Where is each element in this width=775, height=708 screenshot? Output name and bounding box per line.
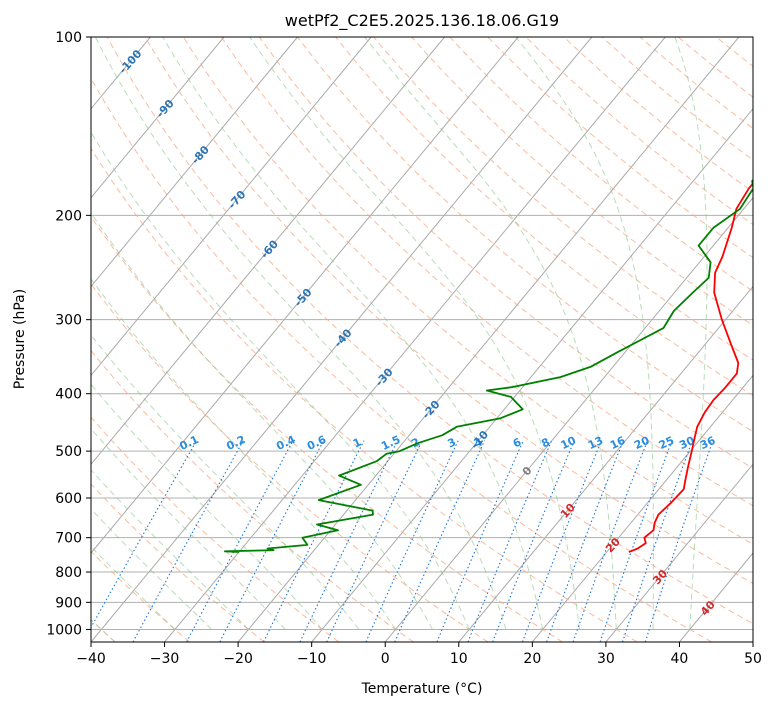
moist-adiabat — [249, 37, 580, 630]
x-tick-label: 0 — [381, 651, 390, 667]
dry-adiabat — [91, 77, 713, 642]
isotherm-line — [91, 37, 593, 642]
y-tick-label: 500 — [55, 444, 82, 460]
dry-adiabat — [563, 37, 753, 193]
x-tick-label: 40 — [671, 651, 689, 667]
isotherm-line — [384, 196, 753, 642]
mixing-ratio-line — [436, 440, 524, 642]
dry-adiabat — [373, 37, 753, 361]
mixing-ratio-label: 20 — [632, 434, 652, 452]
dry-adiabat — [182, 37, 753, 545]
dry-adiabat — [106, 37, 753, 625]
dry-adiabat — [144, 37, 753, 585]
isotherm-line — [605, 463, 753, 642]
isotherm-line — [91, 37, 445, 466]
y-tick-label: 800 — [55, 565, 82, 581]
x-tick-label: −30 — [150, 651, 180, 667]
axis-ticks: −40 −30 −20 −10 0 10 20 30 40 50 100 200 300 400 500 60… — [46, 30, 762, 667]
mixing-ratio-label: 16 — [608, 434, 628, 452]
mixing-ratio-line — [91, 440, 198, 629]
mixing-ratio-line — [263, 440, 365, 642]
dry-adiabat — [297, 37, 753, 433]
mixing-ratio-label: 36 — [698, 434, 718, 452]
isotherm-line — [91, 37, 372, 377]
x-tick-label: −40 — [76, 651, 106, 667]
isotherm-line — [164, 37, 666, 642]
x-tick-label: −20 — [223, 651, 253, 667]
y-tick-label: 400 — [55, 387, 82, 403]
isotherm-line — [531, 374, 753, 642]
mixing-ratio-line — [572, 440, 648, 642]
x-tick-label: 30 — [597, 651, 615, 667]
y-tick-label: 1000 — [46, 622, 82, 638]
moist-adiabat — [94, 37, 507, 630]
dry-adiabat — [335, 37, 753, 397]
mixing-ratio-line — [394, 440, 486, 642]
x-tick-label: −10 — [297, 651, 327, 667]
y-tick-label: 600 — [55, 491, 82, 507]
moist-adiabat — [162, 37, 544, 630]
y-tick-label: 300 — [55, 313, 82, 329]
mixing-ratio-label: 25 — [657, 434, 676, 452]
moist-adiabat — [91, 212, 433, 630]
y-tick-label: 100 — [55, 30, 82, 46]
temperature-profile-line — [628, 181, 753, 553]
dry-adiabat — [258, 37, 753, 469]
isotherm-line — [237, 37, 740, 642]
moist-adiabat — [91, 508, 213, 630]
moist-adiabat — [91, 131, 470, 630]
x-tick-label: 50 — [744, 651, 762, 667]
isotherm-line — [458, 285, 753, 642]
dry-adiabat — [91, 283, 489, 642]
moist-adiabat — [515, 37, 654, 630]
y-tick-label: 700 — [55, 531, 82, 547]
axes-frame — [90, 36, 754, 643]
mixing-ratio-line — [599, 440, 673, 642]
moist-adiabat — [674, 37, 708, 630]
mixing-ratio-line — [365, 440, 459, 642]
isotherm-line — [91, 37, 225, 199]
x-tick-label: 10 — [450, 651, 468, 667]
y-tick-label: 200 — [55, 208, 82, 224]
y-tick-label: 900 — [55, 595, 82, 611]
dry-adiabat — [411, 37, 753, 326]
x-tick-label: 20 — [523, 651, 541, 667]
dry-adiabat — [601, 37, 753, 161]
mixing-ratio-line — [132, 440, 244, 642]
dry-adiabat — [449, 37, 753, 292]
x-axis-label: Temperature (°C) — [361, 681, 483, 697]
dry-adiabat — [91, 483, 265, 642]
chart-title: wetPf2_C2E5.2025.136.18.06.G19 — [285, 11, 559, 31]
y-axis-label: Pressure (hPa) — [12, 289, 28, 389]
moist-adiabat — [91, 427, 286, 630]
mixing-ratio-label: 10 — [559, 434, 579, 452]
dry-adiabat — [91, 416, 340, 642]
moist-adiabat — [364, 37, 617, 630]
mixing-ratio-label: 13 — [586, 434, 605, 452]
moist-adiabat — [91, 469, 249, 630]
dewpoint-profile-line — [224, 178, 753, 553]
isotherm-line — [91, 37, 298, 288]
isotherm-line — [91, 37, 519, 554]
